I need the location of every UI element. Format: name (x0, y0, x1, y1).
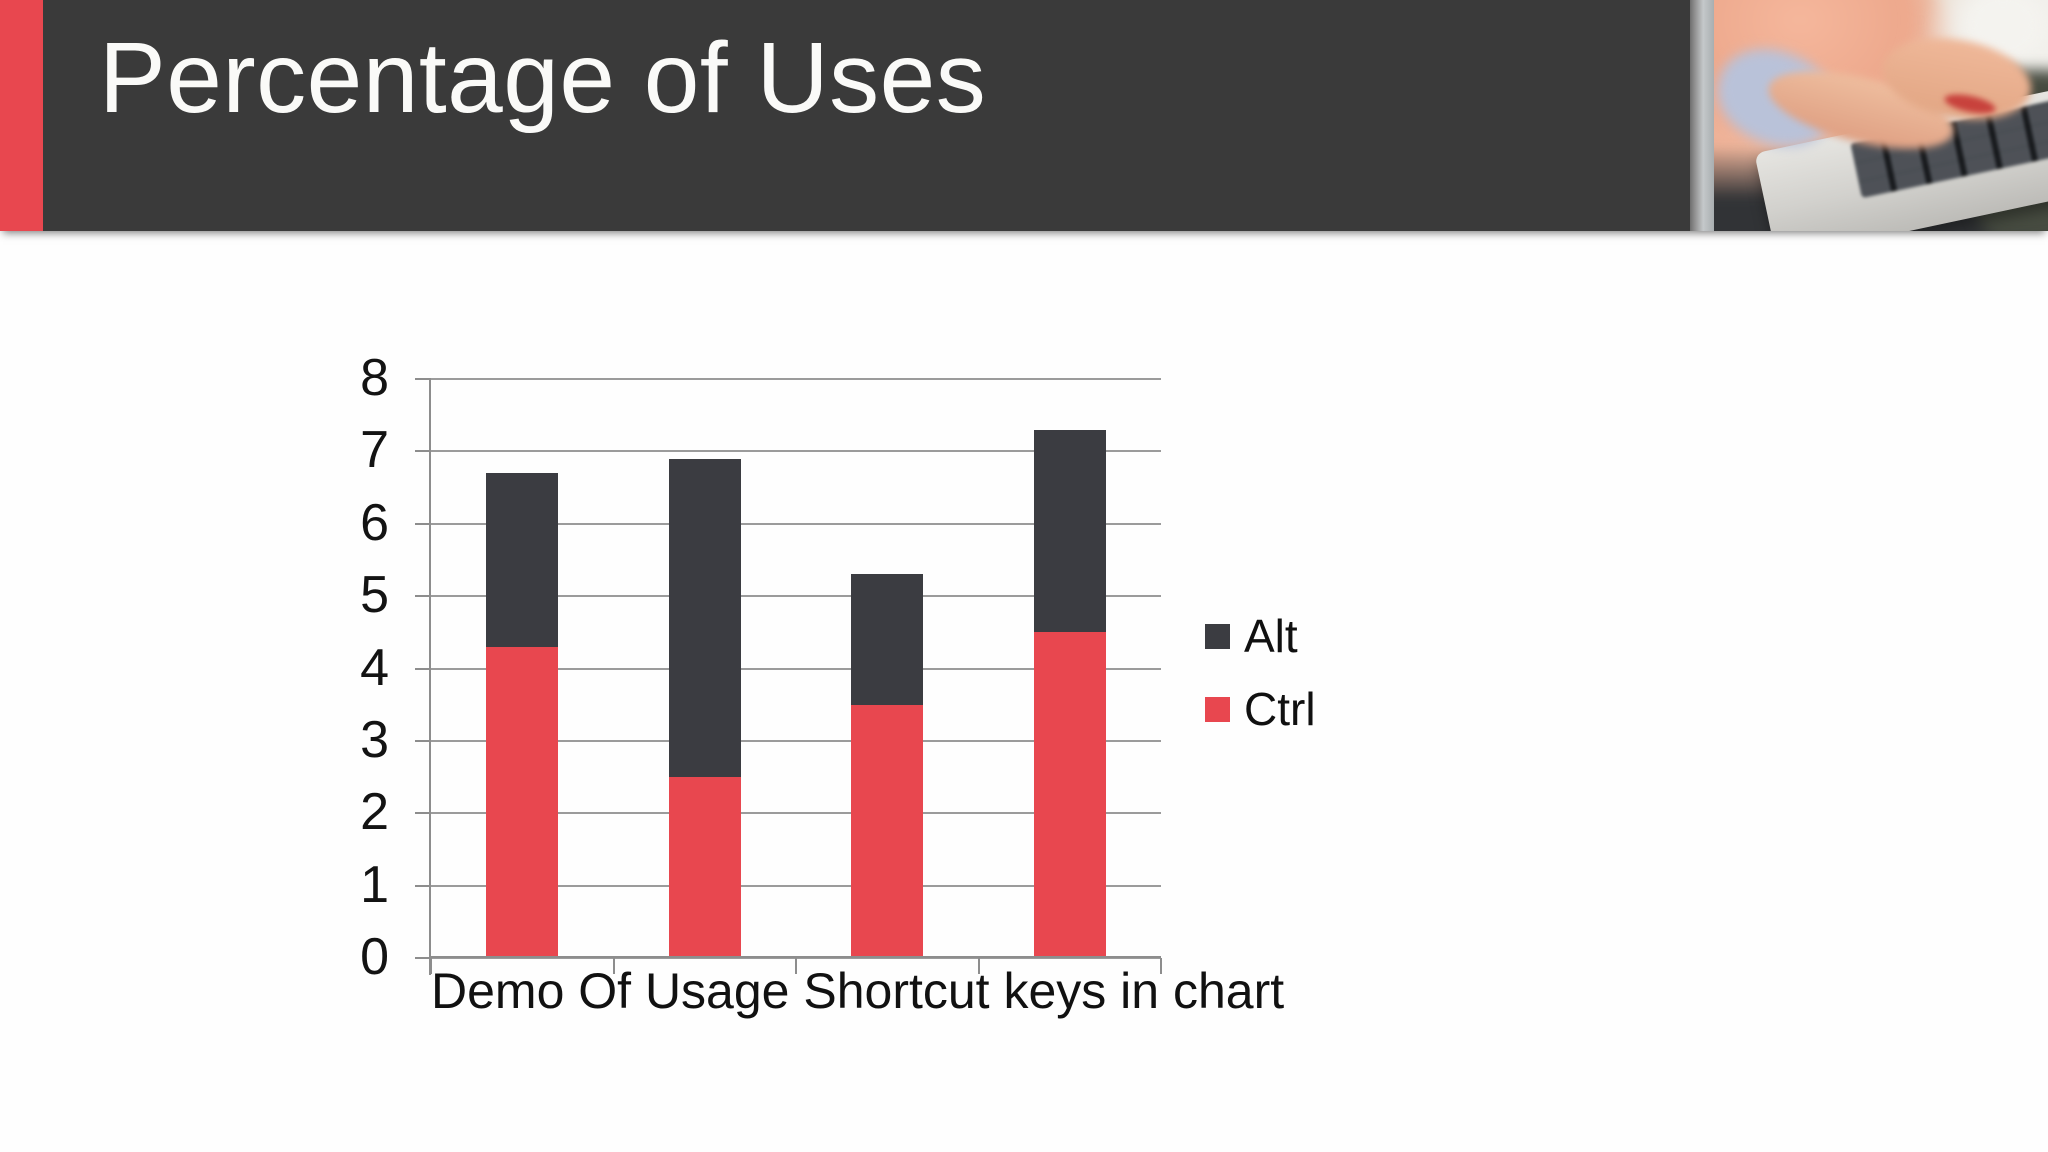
header-photo-divider (1690, 0, 1714, 231)
y-tick-5 (415, 595, 431, 598)
y-tick-6 (415, 522, 431, 525)
y-axis-tick-label: 6 (360, 493, 389, 552)
gridline-7 (431, 450, 1161, 453)
legend-swatch-alt (1205, 623, 1230, 649)
y-tick-2 (415, 812, 431, 815)
y-axis-tick-label: 8 (360, 348, 389, 407)
x-tick-3 (977, 958, 980, 974)
y-axis-tick-label: 2 (360, 783, 389, 842)
y-tick-0 (415, 957, 431, 959)
legend-label-alt: Alt (1244, 610, 1298, 662)
bar-segment-ctrl-1 (486, 646, 559, 958)
legend-item-alt: Alt (1205, 611, 1316, 661)
slide-header: Percentage of Uses (0, 0, 2048, 231)
gridline-5 (431, 595, 1161, 598)
gridline-4 (431, 667, 1161, 670)
bar-segment-alt-3 (851, 574, 924, 705)
y-axis-tick-label: 3 (360, 710, 389, 769)
typing-photo-image (1714, 0, 2048, 231)
y-axis-tick-label: 0 (360, 927, 389, 986)
x-axis-line (429, 956, 1161, 958)
gridline-8 (431, 378, 1161, 380)
x-tick-2 (795, 958, 797, 974)
legend-swatch-ctrl (1205, 696, 1230, 722)
gridline-1 (431, 884, 1161, 887)
bar-segment-ctrl-4 (1033, 632, 1106, 958)
x-tick-0 (430, 958, 432, 974)
gridline-3 (431, 739, 1161, 742)
bar-segment-ctrl-2 (668, 777, 741, 958)
accent-bar (0, 0, 43, 231)
bar-segment-alt-1 (486, 473, 559, 647)
y-axis-tick-label: 1 (360, 855, 389, 914)
y-tick-7 (415, 450, 431, 453)
gridline-6 (431, 522, 1161, 525)
bar-segment-ctrl-3 (851, 704, 924, 958)
y-tick-4 (415, 667, 431, 670)
y-tick-1 (415, 884, 431, 887)
x-axis-title: Demo Of Usage Shortcut keys in chart (431, 963, 1285, 1019)
legend-label-ctrl: Ctrl (1244, 683, 1316, 735)
bar-segment-alt-4 (1033, 429, 1106, 633)
y-tick-8 (415, 378, 431, 380)
x-tick-1 (612, 958, 615, 974)
slide-title: Percentage of Uses (99, 22, 987, 134)
bar-segment-alt-2 (668, 458, 741, 778)
y-axis-tick-label: 4 (360, 638, 389, 697)
x-tick-4 (1160, 958, 1162, 974)
y-tick-3 (415, 739, 431, 742)
y-axis-tick-label: 7 (360, 421, 389, 480)
gridline-2 (431, 812, 1161, 815)
y-axis-tick-label: 5 (360, 566, 389, 625)
legend-item-ctrl: Ctrl (1205, 684, 1316, 734)
y-axis-line (429, 379, 431, 975)
chart-legend: Alt Ctrl (1205, 611, 1316, 734)
